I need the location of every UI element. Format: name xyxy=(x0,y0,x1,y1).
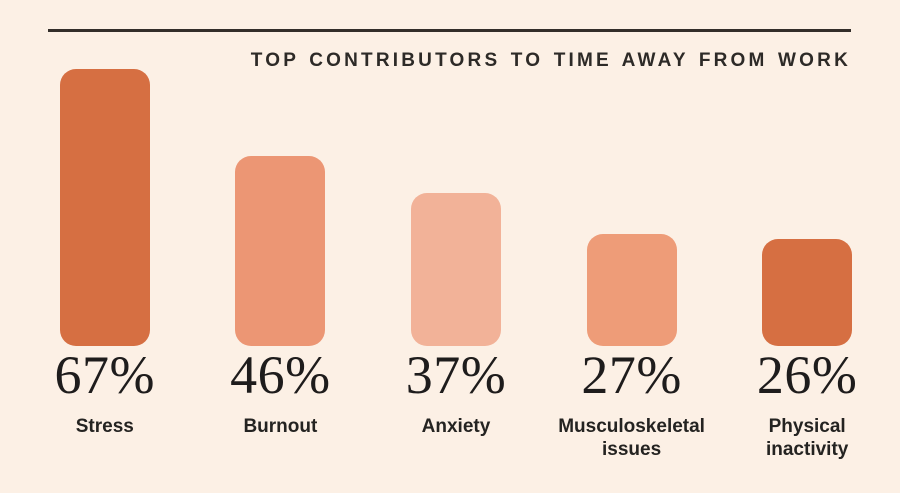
bar-area xyxy=(368,0,544,346)
bar-value: 37% xyxy=(405,345,507,405)
bar-label: Stress xyxy=(75,416,134,437)
bar xyxy=(59,69,150,346)
bar-value: 46% xyxy=(230,345,331,405)
bar-column: 67% Stress xyxy=(17,0,193,493)
bar-label: Anxiety xyxy=(421,416,491,437)
bar-area xyxy=(544,0,720,346)
bar-column: 27% Musculoskeletal issues xyxy=(544,0,720,493)
bar-value: 26% xyxy=(756,345,858,405)
bar-label: Musculoskeletal issues xyxy=(558,416,705,460)
bar-area xyxy=(17,0,193,346)
bar-column: 37% Anxiety xyxy=(368,0,544,493)
top-divider xyxy=(48,29,851,32)
bar xyxy=(586,234,677,346)
bar xyxy=(410,193,501,346)
bar-label: Burnout xyxy=(243,416,318,437)
bar-value: 67% xyxy=(54,345,156,405)
bar-label: Physical inactivity xyxy=(765,416,849,460)
bar-area xyxy=(719,0,895,346)
bar-column: 26% Physical inactivity xyxy=(719,0,895,493)
bar-value: 27% xyxy=(581,345,682,405)
chart-title: TOP CONTRIBUTORS TO TIME AWAY FROM WORK xyxy=(250,50,851,71)
bar xyxy=(762,239,853,346)
bar xyxy=(235,156,326,346)
bar-chart: 67% Stress 46% Burnout 37% Anxiety 27% M… xyxy=(17,0,895,493)
bar-column: 46% Burnout xyxy=(193,0,369,493)
bar-area xyxy=(193,0,369,346)
